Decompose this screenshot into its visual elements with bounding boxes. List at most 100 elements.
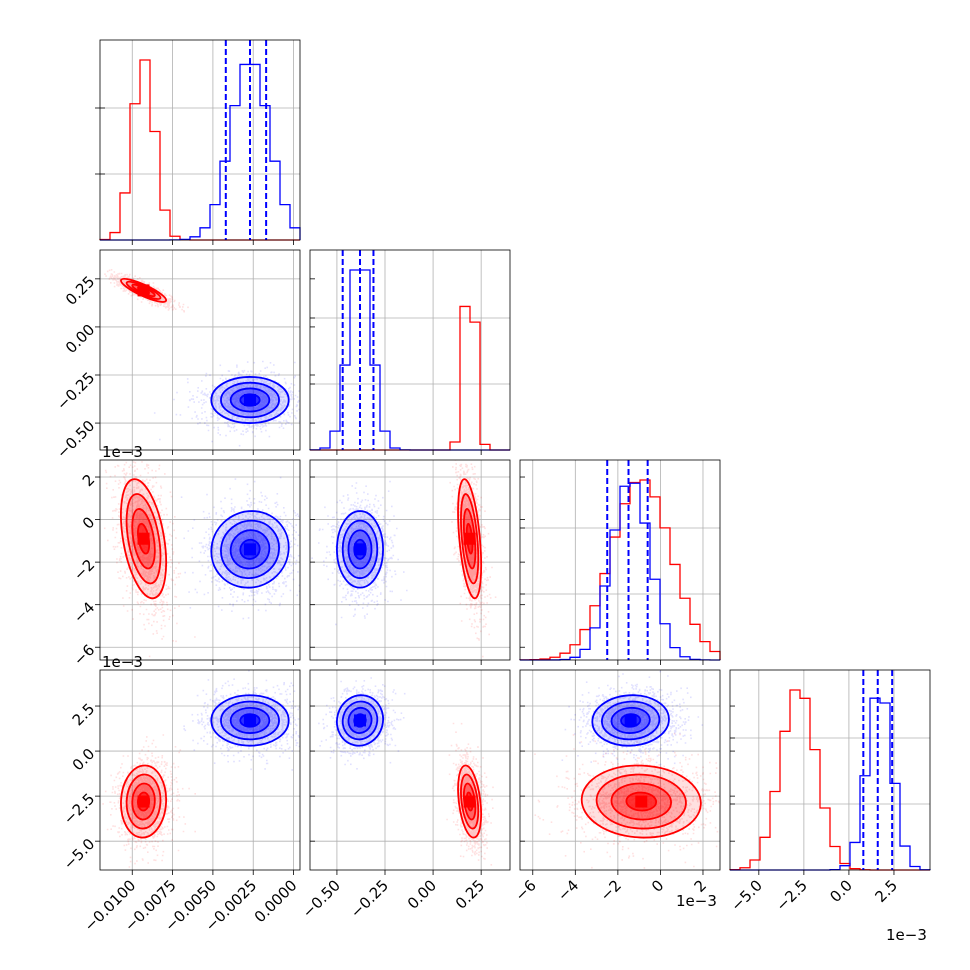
contour-line <box>120 277 168 303</box>
x-tick-label: 0.25 <box>452 876 488 912</box>
contour-line <box>610 706 651 734</box>
density-peak <box>244 714 256 727</box>
scatter-points <box>449 460 497 658</box>
density-peak <box>244 394 256 406</box>
y-tick-label: −2.5 <box>60 790 98 828</box>
contour-line <box>125 493 162 585</box>
contour-series-2 <box>591 694 670 747</box>
contour-line <box>229 706 271 734</box>
y-tick-label: 0 <box>79 513 98 532</box>
contour-line <box>220 381 280 419</box>
offset-label-x-axis-4: 1e−3 <box>886 926 927 944</box>
contour-line <box>220 700 280 741</box>
contour-line <box>229 387 271 413</box>
contour-series-1 <box>120 277 168 303</box>
contour-line <box>465 791 474 812</box>
contour-line <box>462 508 477 570</box>
contour-line <box>137 522 151 555</box>
contour-series-1 <box>457 764 483 839</box>
panel-frame <box>99 39 301 241</box>
contour-line <box>125 280 162 300</box>
contour-line <box>239 538 261 560</box>
contour-line <box>210 376 290 424</box>
contour-line <box>210 694 290 747</box>
contour-series-2 <box>210 694 290 747</box>
contour-series-1 <box>580 764 702 839</box>
y-tick-label: 0.0 <box>69 745 99 775</box>
contour-line <box>353 713 367 728</box>
contour-line <box>137 286 151 295</box>
frame-layer <box>99 39 931 871</box>
y-tick-label: 0.00 <box>62 321 98 357</box>
y-tick-label: −2 <box>70 556 98 584</box>
y-tick-label: −0.50 <box>53 417 98 462</box>
y-tick-label: −4 <box>70 598 98 626</box>
offset-label-axis-3: 1e−3 <box>102 443 143 461</box>
contour-series-2 <box>210 510 290 589</box>
x-tick-label: 0 <box>648 876 667 895</box>
panel-frame <box>519 459 721 661</box>
contour-line <box>347 529 373 570</box>
contour-line <box>620 713 642 728</box>
contour-line <box>210 510 290 589</box>
y-tick-label: 2 <box>79 471 98 490</box>
scatter-points <box>153 360 300 447</box>
panel-frame <box>99 459 301 661</box>
histogram-layer <box>99 40 931 871</box>
contour-line <box>353 538 367 560</box>
y-tick-label: −0.25 <box>53 369 98 414</box>
contour-line <box>591 694 670 747</box>
grid-layer <box>100 40 930 870</box>
density-peak <box>137 795 150 808</box>
panel-frame <box>729 669 931 871</box>
x-tick-label: −0.25 <box>347 876 392 921</box>
scatter-points <box>183 670 300 771</box>
panel-frame <box>99 669 301 871</box>
density-series-2 <box>336 695 384 746</box>
contour-series-2 <box>210 376 290 424</box>
contour-line <box>457 764 483 839</box>
contour-line <box>239 393 261 407</box>
contour-series-1 <box>457 478 483 600</box>
offset-label-x-axis-3: 1e−3 <box>676 892 717 910</box>
panel-frame <box>519 669 721 871</box>
contour-line <box>601 700 661 741</box>
panel-frame <box>309 249 511 451</box>
contour-line <box>131 782 156 821</box>
density-series-2 <box>211 695 289 746</box>
x-tick-label: −6 <box>511 876 539 904</box>
offset-label-axis-4: 1e−3 <box>102 653 143 671</box>
density-peak <box>635 795 648 808</box>
contour-line <box>460 773 480 830</box>
scatter-points <box>102 734 196 868</box>
contour-line <box>460 493 480 585</box>
contour-line <box>131 283 156 298</box>
scatter-series-1 <box>102 734 196 868</box>
scatter-series-2 <box>153 360 300 447</box>
contour-layer <box>120 277 702 839</box>
contour-line <box>336 694 384 747</box>
scatter-series-1 <box>449 460 497 658</box>
contour-line <box>347 706 373 734</box>
contour-line <box>137 791 151 812</box>
contour-line <box>625 791 658 812</box>
x-tick-label: 2.5 <box>871 876 901 906</box>
x-tick-label: −2 <box>597 876 625 904</box>
contour-series-2 <box>336 510 384 589</box>
density-peak <box>137 532 150 545</box>
y-tick-label: 0.25 <box>62 272 98 308</box>
contour-line <box>610 782 672 821</box>
contour-line <box>239 713 261 728</box>
density-peak <box>244 543 256 556</box>
x-tick-label: 0.0 <box>826 876 856 906</box>
contour-line <box>131 508 156 570</box>
x-tick-label: 0.00 <box>404 876 440 912</box>
density-peak <box>354 543 366 556</box>
contour-series-1 <box>120 478 168 600</box>
tick-layer: −0.50−0.250.000.25−6−4−202−0.0100−0.0075… <box>53 107 927 944</box>
contour-series-2 <box>336 694 384 747</box>
x-tick-label: 0.0000 <box>251 876 301 926</box>
density-peak <box>624 714 637 727</box>
contour-line <box>120 764 168 839</box>
